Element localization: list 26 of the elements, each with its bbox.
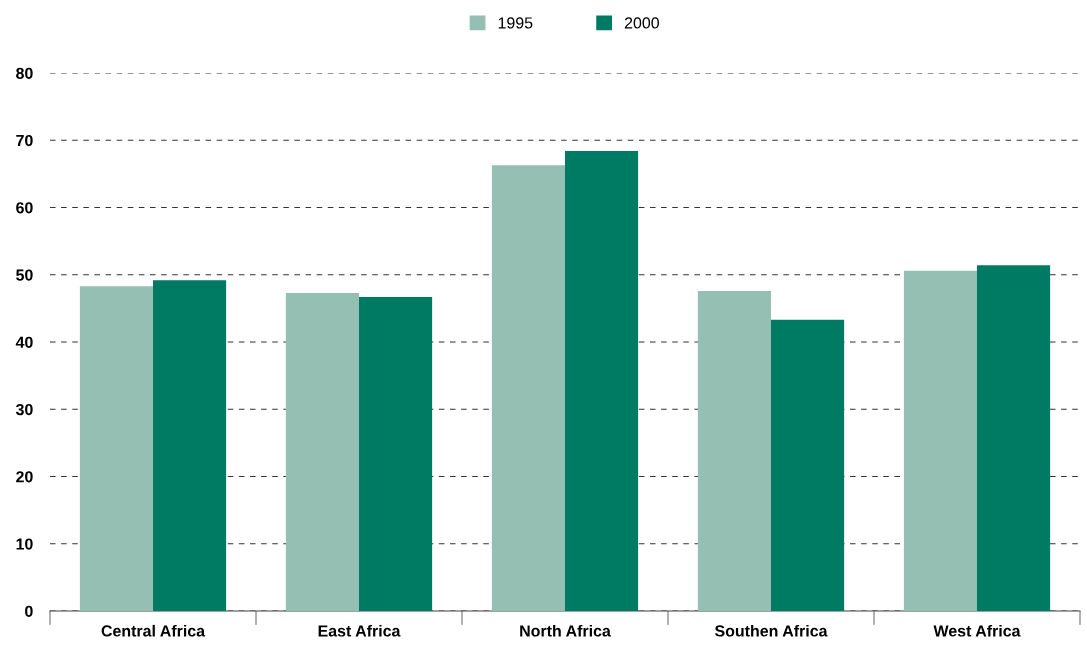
y-tick-label: 70	[16, 134, 33, 147]
bar	[565, 151, 639, 611]
bar	[977, 265, 1051, 611]
y-tick-label: 30	[15, 403, 33, 416]
x-tick-label: West Africa	[933, 624, 1021, 637]
bar	[79, 286, 153, 611]
y-tick-label: 40	[15, 336, 33, 348]
legend-label: 1995	[498, 17, 533, 29]
x-tick-label: East Africa	[318, 624, 401, 637]
bar	[903, 270, 977, 611]
y-tick-label: 20	[16, 471, 33, 483]
bar	[153, 280, 227, 611]
bar	[285, 292, 359, 611]
y-tick-label: 50	[16, 269, 33, 281]
y-tick-label: 60	[16, 202, 33, 214]
legend-label: 2000	[624, 17, 659, 29]
x-tick-label: North Africa	[520, 624, 611, 637]
bar	[359, 296, 433, 611]
y-tick-label: 0	[25, 605, 33, 617]
bar	[697, 290, 771, 611]
x-tick-label: Southen Africa	[714, 624, 828, 637]
y-tick-label: 10	[16, 538, 33, 550]
x-tick-label: Central Africa	[101, 624, 206, 637]
y-tick-label: 80	[16, 67, 33, 79]
bar	[491, 165, 565, 611]
bar	[771, 319, 845, 611]
